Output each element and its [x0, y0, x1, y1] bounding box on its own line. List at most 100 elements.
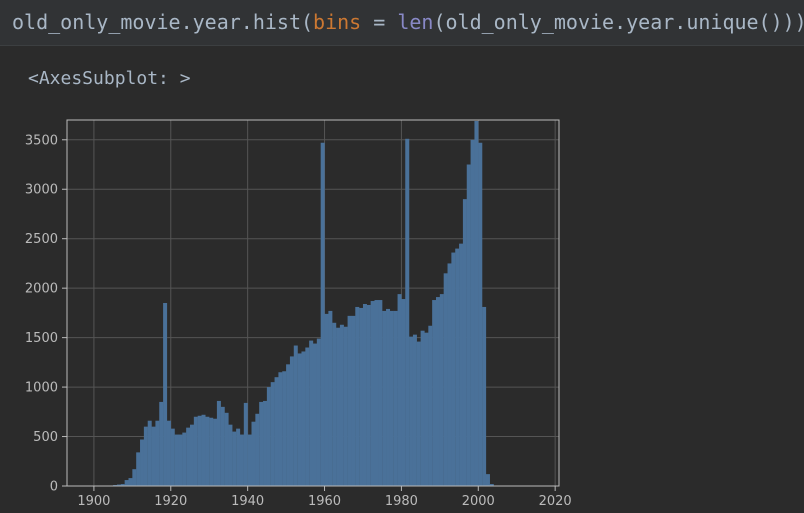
histogram-bar — [266, 387, 271, 486]
histogram-bar — [190, 424, 194, 486]
histogram-bar — [416, 341, 421, 486]
histogram-bar — [489, 484, 494, 486]
histogram-bar — [432, 300, 437, 486]
histogram-bar — [466, 164, 471, 486]
histogram-bar — [359, 307, 364, 486]
histogram-bar — [259, 401, 264, 486]
histogram-bar — [232, 431, 237, 486]
x-tick-label: 1900 — [77, 494, 110, 509]
histogram-bar — [420, 330, 425, 486]
y-tick-label: 2500 — [25, 232, 58, 247]
histogram-bar — [362, 303, 367, 486]
code-segment-bins-param: bins — [313, 10, 362, 34]
histogram-bar — [366, 304, 371, 486]
histogram-bar — [178, 434, 183, 486]
histogram-bar — [205, 416, 210, 486]
histogram-bar — [220, 406, 225, 486]
histogram-bar — [389, 310, 394, 486]
histogram-bar — [482, 306, 487, 486]
histogram-bar — [478, 142, 483, 486]
histogram-bar — [155, 420, 160, 486]
output-repr-text: <AxesSubplot: > — [28, 68, 191, 89]
axes-layer: 1900 1920 1940 1960 1980 2000 2020 0 500 1000 1500… — [25, 119, 572, 509]
histogram-bar — [436, 297, 440, 486]
histogram-bar — [401, 299, 406, 486]
histogram-bar — [462, 199, 467, 486]
y-tick-label: 3500 — [25, 133, 58, 148]
code-segment-equals: = — [361, 10, 398, 34]
histogram-bar — [370, 301, 375, 486]
histogram-bar — [424, 332, 429, 486]
histogram-bar — [328, 310, 333, 486]
code-segment-args: (old_only_movie.year.unique())) — [433, 10, 804, 34]
histogram-bar — [378, 300, 383, 486]
histogram-bar — [289, 356, 294, 486]
histogram-bar — [159, 401, 164, 486]
histogram-bar — [263, 400, 268, 486]
y-tick-label: 0 — [50, 480, 58, 495]
histogram-bar — [186, 427, 191, 486]
histogram-bar — [163, 303, 168, 486]
histogram-bar — [485, 474, 490, 486]
histogram-bar — [239, 434, 244, 486]
histogram-bar — [243, 402, 248, 486]
y-tick-label: 1500 — [25, 331, 58, 346]
histogram-bar — [124, 480, 129, 486]
histogram-bar — [166, 420, 171, 486]
histogram-bar — [128, 478, 133, 486]
histogram-bar — [132, 469, 137, 486]
histogram-bar — [278, 372, 283, 486]
histogram-bar — [324, 313, 329, 486]
histogram-bar — [447, 263, 452, 486]
histogram-bar — [309, 340, 314, 486]
code-segment-object: old_only_movie.year.hist( — [12, 10, 314, 34]
histogram-bar — [455, 248, 460, 486]
histogram-bar — [282, 371, 287, 486]
histogram-bar — [343, 326, 348, 486]
histogram-bar — [374, 300, 379, 486]
histogram-bar — [209, 417, 214, 486]
histogram-bar — [409, 336, 414, 486]
histogram-bar — [451, 252, 456, 486]
histogram-bar — [247, 434, 252, 486]
histogram-bar — [216, 400, 221, 486]
histogram-bar — [286, 364, 291, 486]
histogram-bar — [228, 424, 233, 486]
histogram-bar — [439, 294, 444, 486]
histogram-bar — [224, 412, 229, 486]
histogram-bar — [320, 142, 325, 486]
y-tick-label: 500 — [33, 430, 58, 445]
code-line[interactable]: old_only_movie.year.hist(bins = len(old_… — [12, 8, 804, 36]
histogram-bar — [459, 243, 464, 486]
x-tick-label: 1940 — [231, 494, 264, 509]
y-tick-label: 2000 — [25, 282, 58, 297]
histogram-bar — [193, 416, 198, 486]
histogram-bar — [336, 327, 341, 486]
histogram-bar — [170, 428, 175, 486]
x-tick-label: 2000 — [462, 494, 495, 509]
histogram-bar — [120, 484, 125, 486]
histogram-bar — [136, 452, 141, 486]
x-tick-label: 2020 — [539, 494, 572, 509]
histogram-bar — [405, 138, 410, 486]
histogram-bar — [140, 439, 145, 486]
histogram-bar — [201, 414, 206, 486]
histogram-bar — [297, 353, 302, 486]
histogram-bar — [397, 294, 402, 486]
histogram-bar — [143, 426, 148, 486]
histogram-bar — [151, 426, 156, 486]
histogram-bar — [316, 338, 321, 486]
histogram-bar — [474, 120, 479, 486]
histogram-bar — [147, 420, 152, 486]
bar-layer — [113, 120, 494, 486]
histogram-bar — [443, 273, 448, 486]
x-tick-label: 1920 — [154, 494, 187, 509]
histogram-bar — [182, 432, 187, 486]
histogram-svg: 1900 1920 1940 1960 1980 2000 2020 0 500 1000 1500… — [25, 119, 572, 509]
code-cell[interactable]: old_only_movie.year.hist(bins = len(old_… — [0, 0, 804, 46]
histogram-chart: 1900 1920 1940 1960 1980 2000 2020 0 500 1000 1500… — [0, 105, 804, 513]
code-segment-len-builtin: len — [397, 10, 434, 34]
plot-frame — [66, 119, 560, 487]
histogram-bar — [213, 418, 218, 486]
histogram-bar — [305, 347, 310, 486]
